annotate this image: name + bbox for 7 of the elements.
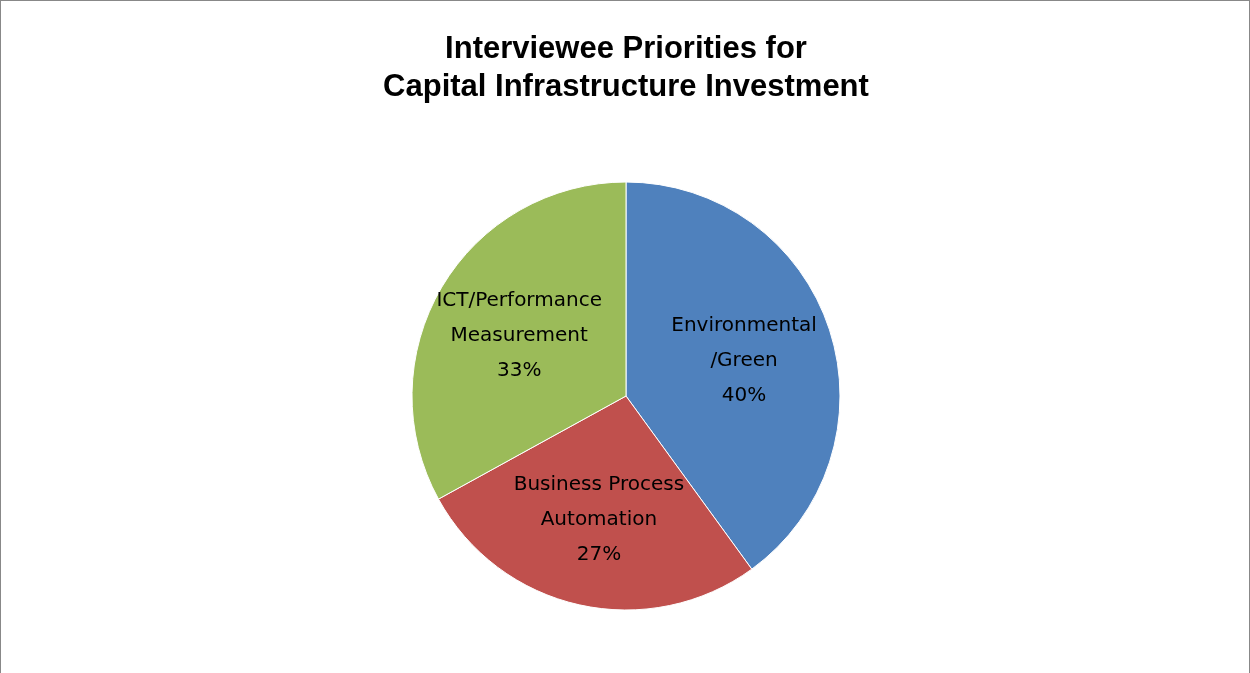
data-label: 40% xyxy=(721,381,767,406)
data-label: 33% xyxy=(496,356,542,381)
slice-label: Business Process Automation xyxy=(513,471,685,531)
data-label: 27% xyxy=(576,541,622,566)
chart-title: Interviewee Priorities for Capital Infrastructure Investment xyxy=(383,30,869,103)
slice-label: ICT/Performance Measurement xyxy=(436,286,602,346)
slice-label: Environmental /Green xyxy=(671,311,817,371)
